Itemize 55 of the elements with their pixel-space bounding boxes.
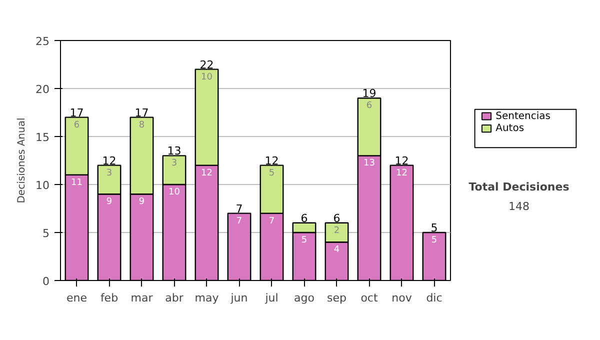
x-tick-label: dic bbox=[426, 292, 442, 304]
x-tick-label: abr bbox=[165, 292, 184, 304]
total-label: 12 bbox=[264, 154, 279, 168]
data-label: 4 bbox=[334, 245, 340, 256]
data-label: 10 bbox=[168, 188, 180, 198]
y-axis-title: Decisiones Anual bbox=[16, 118, 28, 204]
data-label: 6 bbox=[366, 101, 372, 112]
data-label: 9 bbox=[106, 197, 112, 208]
x-tick-label: jul bbox=[264, 292, 278, 304]
x-tick-label: ene bbox=[66, 292, 88, 304]
data-label: 7 bbox=[236, 216, 242, 226]
data-label: 10 bbox=[201, 72, 213, 82]
x-tick-label: ago bbox=[294, 292, 315, 304]
data-label: 5 bbox=[431, 236, 438, 246]
data-label: 2 bbox=[334, 226, 340, 236]
text: 148 bbox=[508, 200, 530, 213]
x-tick-label: oct bbox=[360, 292, 378, 304]
y-tick-label: 25 bbox=[36, 35, 50, 48]
total-label: 19 bbox=[362, 87, 376, 100]
data-label: 8 bbox=[138, 120, 145, 130]
x-tick-label: sep bbox=[327, 292, 347, 304]
data-label: 11 bbox=[71, 178, 82, 188]
total-label: 12 bbox=[102, 154, 116, 168]
y-tick-label: 5 bbox=[42, 227, 50, 240]
total-label: 13 bbox=[167, 144, 182, 158]
x-tick-label: feb bbox=[100, 292, 118, 304]
y-tick-label: 10 bbox=[36, 179, 50, 192]
data-label: 13 bbox=[364, 158, 375, 169]
total-label: 5 bbox=[430, 222, 438, 234]
y-tick-label: 0 bbox=[42, 275, 50, 288]
legend-label: Autos bbox=[496, 123, 524, 134]
y-tick-label: 20 bbox=[36, 83, 50, 96]
total-label: 12 bbox=[394, 154, 409, 168]
total-label: 6 bbox=[300, 212, 308, 225]
data-label: 12 bbox=[396, 168, 408, 178]
data-label: 3 bbox=[171, 158, 178, 169]
x-tick-label: jun bbox=[230, 292, 248, 304]
data-label: 5 bbox=[301, 236, 308, 246]
legend-label: Sentencias bbox=[496, 110, 550, 122]
data-label: 5 bbox=[268, 168, 275, 178]
total-label: 22 bbox=[200, 58, 214, 72]
data-label: 9 bbox=[138, 197, 145, 208]
total-label: 17 bbox=[134, 106, 149, 120]
total-label: 7 bbox=[236, 202, 243, 216]
x-tick-label: nov bbox=[392, 292, 412, 304]
x-tick-label: mar bbox=[130, 292, 154, 304]
x-tick-label: may bbox=[194, 292, 220, 304]
data-label: 12 bbox=[201, 168, 212, 178]
data-label: 7 bbox=[268, 216, 275, 226]
y-tick-label: 15 bbox=[36, 131, 50, 144]
total-label: 6 bbox=[333, 212, 340, 225]
data-label: 3 bbox=[106, 168, 112, 178]
total-label: 17 bbox=[70, 106, 84, 120]
data-label: 6 bbox=[74, 120, 80, 130]
text: Total Decisiones bbox=[468, 180, 570, 194]
